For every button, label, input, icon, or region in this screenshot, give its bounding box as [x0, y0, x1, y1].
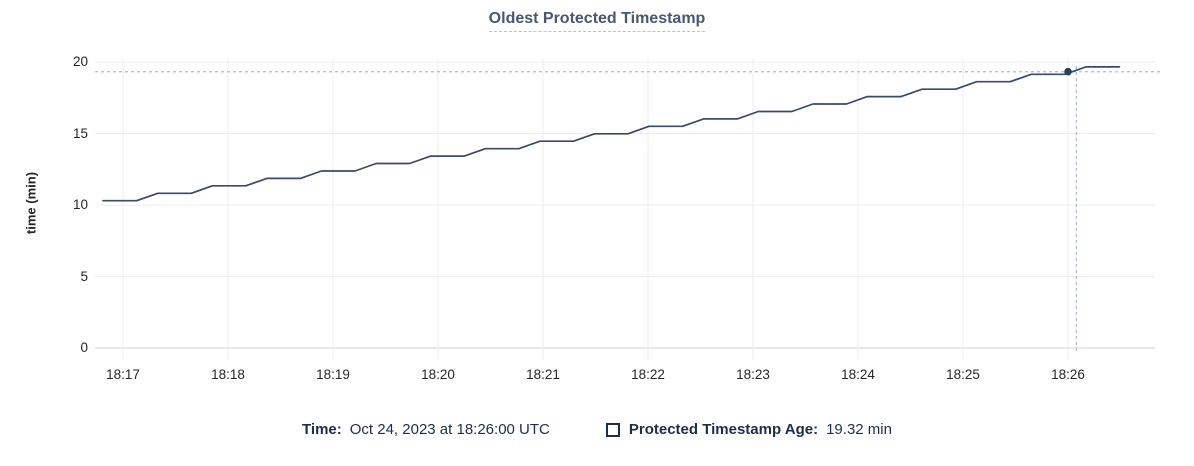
hover-point-dot — [1064, 67, 1072, 76]
y-tick-label: 5 — [80, 268, 88, 284]
series-value: 19.32 min — [826, 421, 892, 438]
chart-title[interactable]: Oldest Protected Timestamp — [488, 10, 706, 32]
hover-time-group: Time: Oct 24, 2023 at 18:26:00 UTC — [302, 419, 550, 441]
x-tick-label: 18:17 — [106, 367, 140, 382]
x-tick-label: 18:22 — [631, 367, 665, 382]
x-tick-label: 18:26 — [1051, 367, 1085, 382]
hover-series-group: Protected Timestamp Age: 19.32 min — [605, 419, 892, 441]
x-tick-label: 18:24 — [841, 367, 875, 382]
y-tick-label: 10 — [72, 197, 88, 212]
x-tick-label: 18:18 — [211, 367, 245, 382]
time-label: Time: — [302, 421, 342, 438]
x-tick-label: 18:25 — [946, 367, 980, 382]
x-tick-label: 18:21 — [526, 367, 560, 382]
x-tick-label: 18:23 — [736, 367, 770, 382]
series-line — [102, 66, 1121, 202]
hover-readout: Time: Oct 24, 2023 at 18:26:00 UTC Prote… — [0, 419, 1194, 441]
x-tick-label: 18:19 — [316, 367, 350, 382]
chart-header: Oldest Protected Timestamp — [0, 10, 1194, 32]
y-tick-label: 15 — [72, 125, 88, 141]
y-tick-label: 0 — [80, 340, 88, 355]
time-value: Oct 24, 2023 at 18:26:00 UTC — [349, 421, 550, 438]
y-tick-label: 20 — [72, 54, 88, 69]
x-tick-label: 18:20 — [421, 367, 455, 382]
series-swatch-icon — [605, 423, 620, 437]
series-label: Protected Timestamp Age: — [628, 421, 819, 438]
